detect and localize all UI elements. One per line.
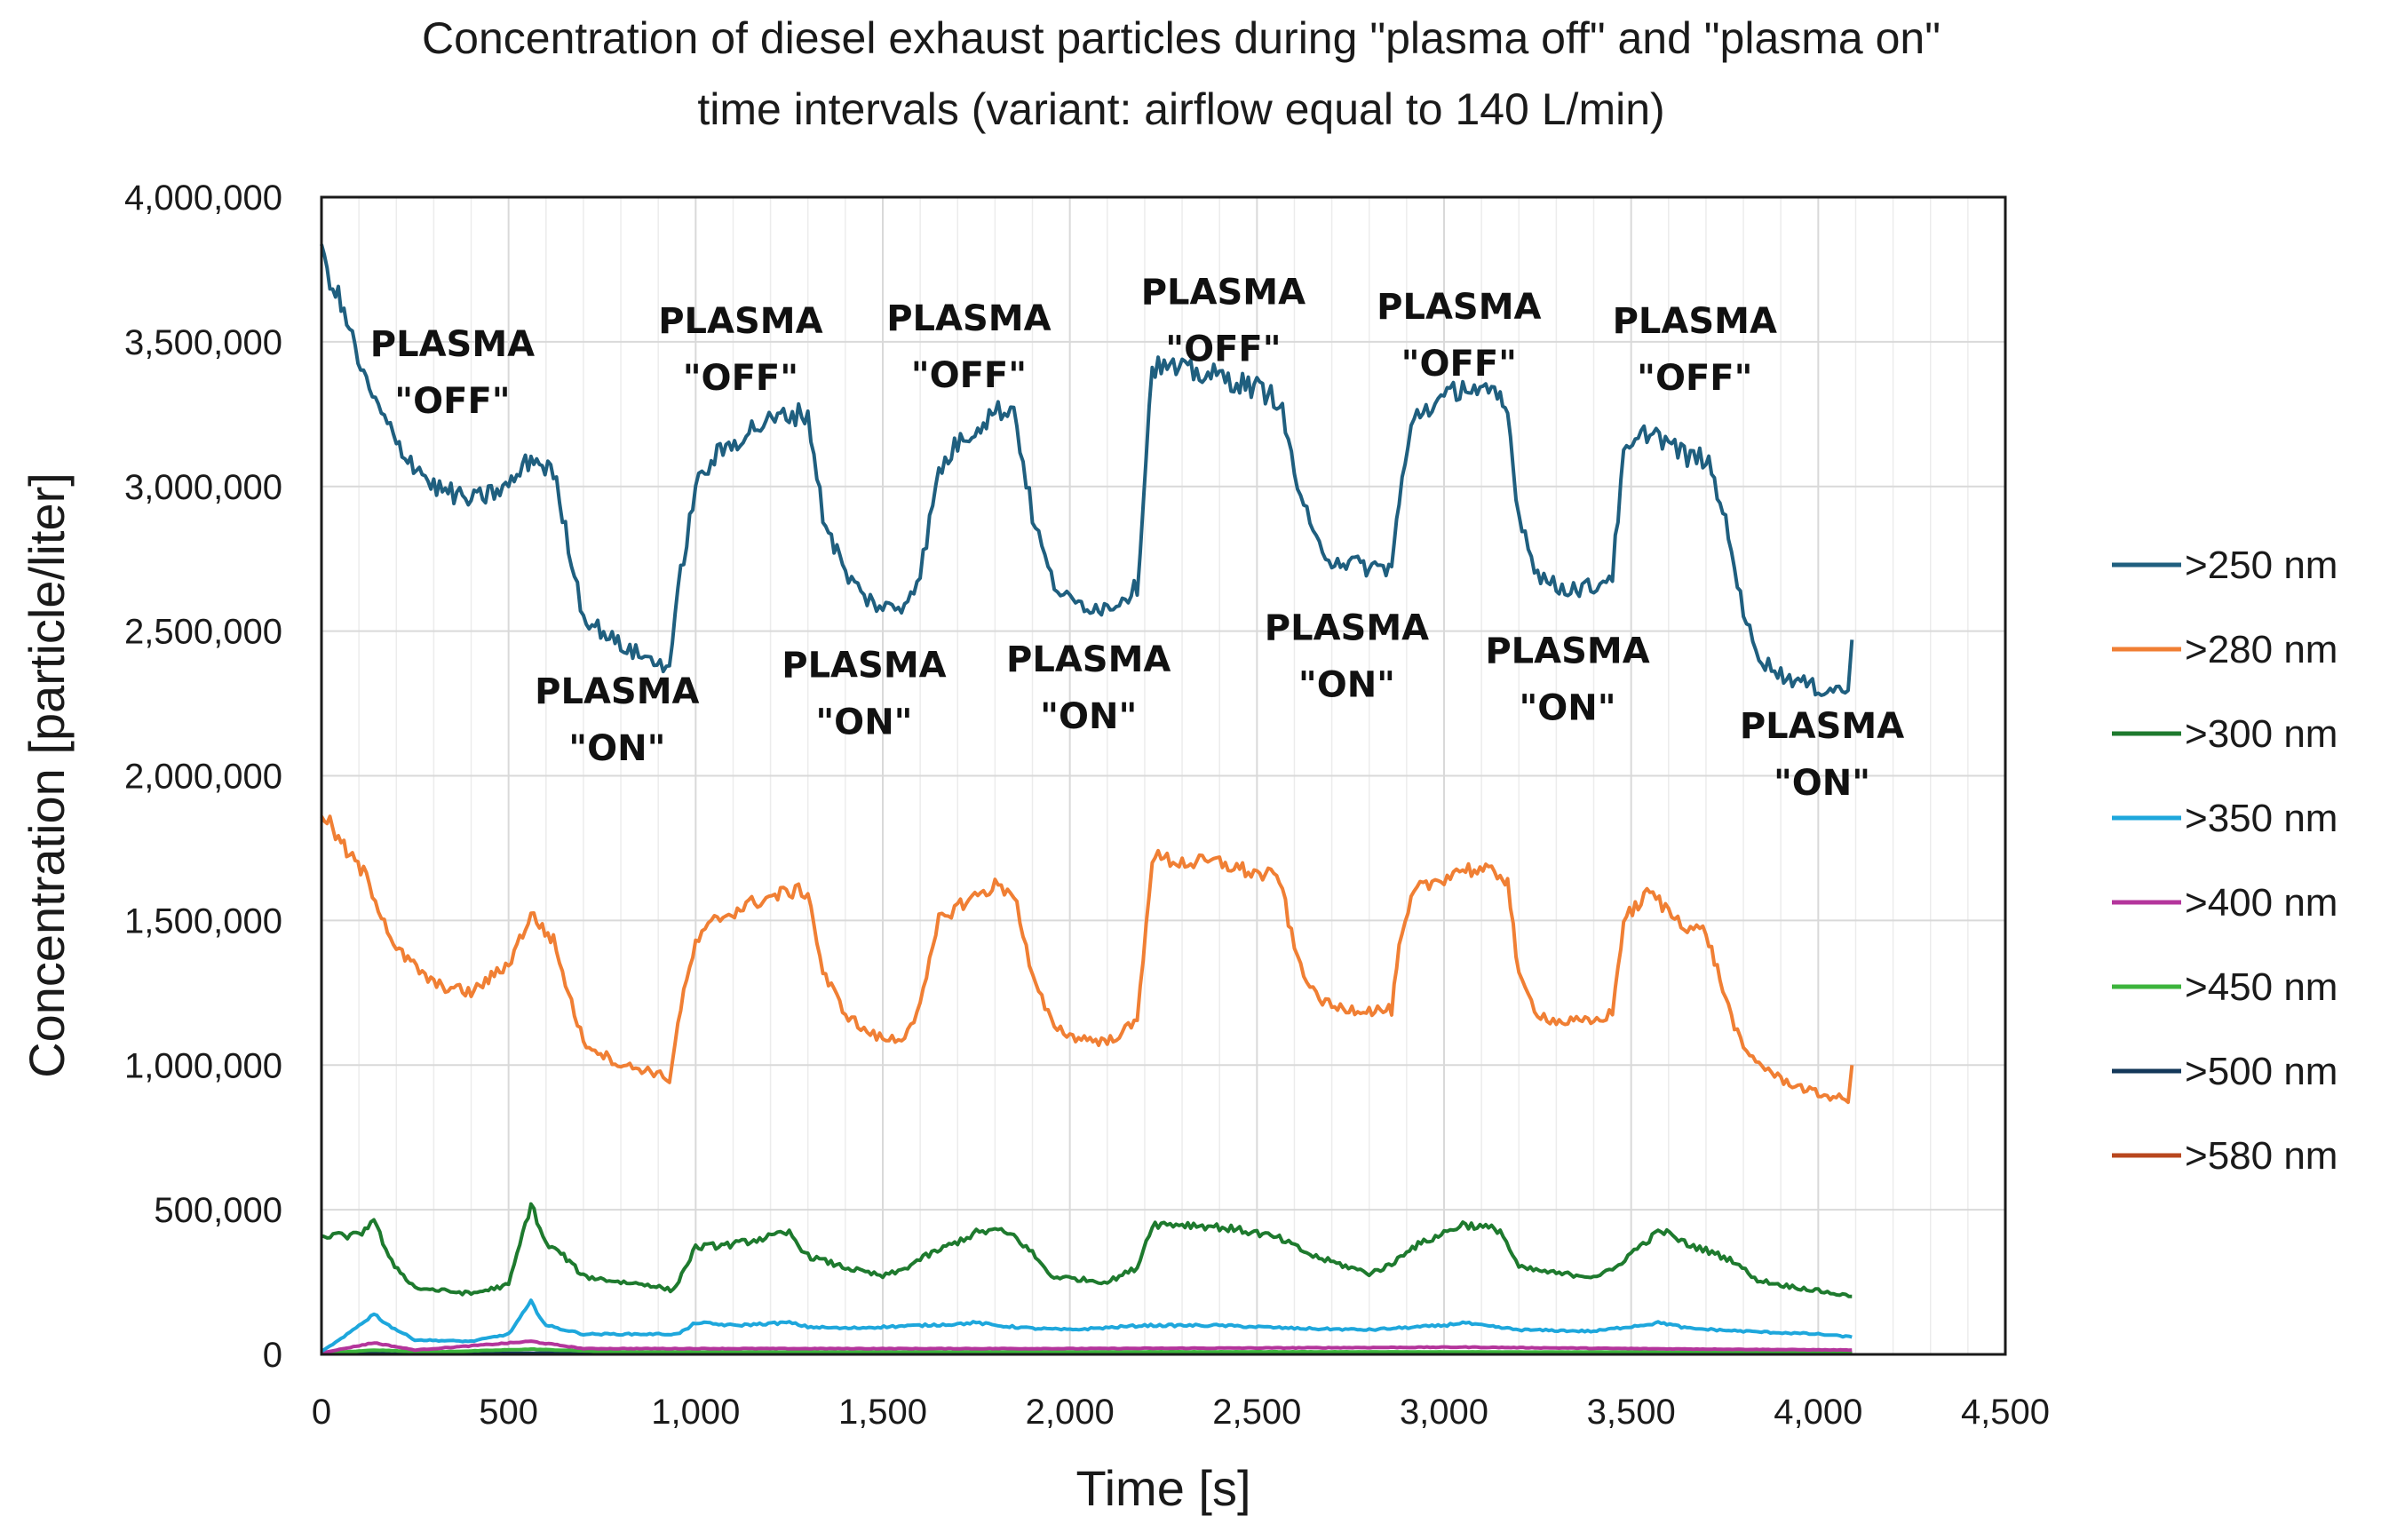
y-axis-label: Concentration [particle/liter] [19, 472, 75, 1078]
plasma-annotation: PLASMA "ON" [1740, 706, 1904, 804]
plasma-annotations: PLASMA "OFF" PLASMA "ON" PLASMA "OFF" PLASMA "O… [370, 273, 1904, 805]
y-tick-label: 0 [263, 1336, 282, 1375]
x-tick-label: 1,000 [651, 1393, 740, 1432]
plasma-annotation-line: PLASMA [1141, 273, 1306, 314]
y-tick-label: 3,500,000 [124, 323, 282, 362]
legend-item: >300 nm [2112, 712, 2337, 756]
plasma-annotation: PLASMA "OFF" [658, 301, 822, 399]
plasma-annotation: PLASMA "OFF" [1613, 301, 1777, 399]
plasma-annotation-line: "OFF" [1637, 358, 1752, 399]
y-tick-label: 2,000,000 [124, 758, 282, 797]
x-tick-label: 1,500 [838, 1393, 927, 1432]
chart-title-line-1: Concentration of diesel exhaust particle… [422, 13, 1941, 63]
plasma-annotation-line: PLASMA [1377, 287, 1541, 328]
y-axis-ticks: 0 500,000 1,000,000 1,500,000 2,000,000 2,500… [124, 179, 282, 1375]
x-tick-label: 4,000 [1774, 1393, 1862, 1432]
plasma-annotation-line: "OFF" [1401, 344, 1517, 385]
y-tick-label: 2,500,000 [124, 613, 282, 652]
legend-label: >250 nm [2185, 544, 2337, 587]
plasma-annotation-line: PLASMA [782, 646, 946, 687]
legend-item: >580 nm [2112, 1134, 2337, 1178]
plasma-annotation: PLASMA "OFF" [1377, 287, 1541, 385]
series-line-280nm [320, 814, 1854, 1105]
legend-label: >280 nm [2185, 628, 2337, 671]
plasma-annotation: PLASMA "OFF" [1141, 273, 1306, 370]
plasma-annotation: PLASMA "ON" [535, 671, 699, 769]
chart-title-line-2: time intervals (variant: airflow equal t… [697, 84, 1664, 134]
legend-item: >280 nm [2112, 628, 2337, 671]
x-axis-ticks: 0 500 1,000 1,500 2,000 2,500 3,000 3,500 4,000 4… [312, 1393, 2050, 1432]
legend-label: >450 nm [2185, 965, 2337, 1009]
x-axis-label: Time [s] [1075, 1460, 1250, 1516]
series-line-350nm [320, 1298, 1853, 1353]
legend-label: >350 nm [2185, 797, 2337, 840]
plasma-annotation-line: PLASMA [658, 301, 822, 342]
legend-item: >500 nm [2112, 1050, 2337, 1093]
plasma-annotation-line: "OFF" [394, 381, 510, 422]
plasma-annotation-line: PLASMA [535, 671, 699, 712]
plasma-annotation-line: "ON" [1774, 763, 1870, 804]
legend-label: >400 nm [2185, 881, 2337, 925]
x-tick-label: 500 [479, 1393, 538, 1432]
series-line-300nm [321, 1202, 1853, 1298]
plot-area-frame [320, 195, 2007, 1356]
data-series [320, 243, 1854, 1356]
y-tick-label: 500,000 [154, 1191, 282, 1230]
legend-label: >500 nm [2185, 1050, 2337, 1093]
x-tick-label: 0 [312, 1393, 331, 1432]
gridlines [321, 197, 2005, 1354]
x-tick-label: 2,500 [1212, 1393, 1301, 1432]
plasma-annotation-line: PLASMA [1006, 639, 1171, 680]
plasma-annotation-line: PLASMA [1265, 607, 1429, 648]
plasma-annotation: PLASMA "ON" [782, 646, 946, 743]
plasma-annotation-line: PLASMA [1613, 301, 1777, 342]
plasma-annotation-line: "ON" [1519, 687, 1615, 728]
plasma-annotation: PLASMA "OFF" [370, 324, 535, 422]
plasma-annotation-line: "OFF" [1165, 329, 1281, 370]
x-tick-label: 4,500 [1961, 1393, 2050, 1432]
plasma-annotation-line: "ON" [1040, 696, 1137, 737]
plasma-annotation-line: PLASMA [886, 298, 1051, 339]
x-tick-label: 3,000 [1400, 1393, 1488, 1432]
x-tick-label: 3,500 [1587, 1393, 1676, 1432]
legend-label: >300 nm [2185, 712, 2337, 756]
legend-label: >580 nm [2185, 1134, 2337, 1178]
legend-item: >350 nm [2112, 797, 2337, 840]
plasma-annotation-line: "OFF" [911, 355, 1027, 396]
plasma-annotation-line: "ON" [568, 728, 665, 769]
legend: >250 nm >280 nm >300 nm >350 nm >400 nm >450 … [2112, 544, 2337, 1178]
legend-item: >450 nm [2112, 965, 2337, 1009]
plasma-annotation: PLASMA "ON" [1006, 639, 1171, 737]
x-tick-label: 2,000 [1026, 1393, 1115, 1432]
y-tick-label: 1,000,000 [124, 1046, 282, 1085]
plasma-annotation-line: "ON" [815, 703, 912, 743]
y-tick-label: 1,500,000 [124, 901, 282, 941]
plasma-annotation-line: "OFF" [683, 358, 798, 399]
plasma-annotation-line: PLASMA [1740, 706, 1904, 747]
chart-title: Concentration of diesel exhaust particle… [422, 13, 1941, 134]
plasma-annotation-line: PLASMA [370, 324, 535, 365]
series-line-400nm [321, 1339, 1853, 1355]
plasma-annotation-line: PLASMA [1485, 631, 1649, 671]
y-tick-label: 4,000,000 [124, 179, 282, 218]
series-line-450nm [321, 1347, 1853, 1356]
plasma-annotation: PLASMA "ON" [1265, 607, 1429, 705]
y-tick-label: 3,000,000 [124, 468, 282, 507]
legend-item: >250 nm [2112, 544, 2337, 587]
plasma-annotation: PLASMA "ON" [1485, 631, 1649, 728]
legend-item: >400 nm [2112, 881, 2337, 925]
plasma-annotation: PLASMA "OFF" [886, 298, 1051, 396]
series-line-250nm [320, 243, 1854, 697]
plasma-annotation-line: "ON" [1298, 664, 1395, 705]
